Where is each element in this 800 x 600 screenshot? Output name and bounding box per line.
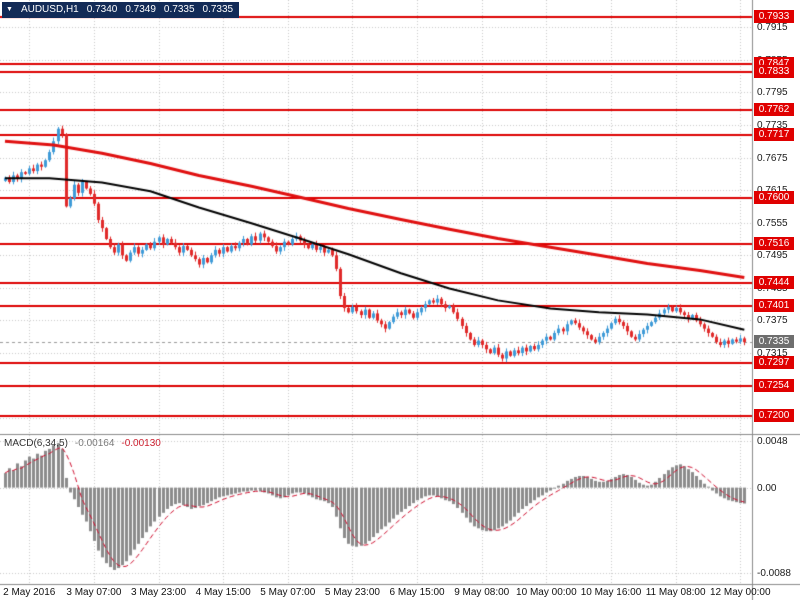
symbol-timeframe-label: AUDUSD,H1 xyxy=(20,4,79,15)
ohlc-close: 0.7335 xyxy=(202,4,234,15)
ohlc-open: 0.7340 xyxy=(86,4,118,15)
macd-name: MACD(6,34,5) xyxy=(4,438,68,449)
ohlc-low: 0.7335 xyxy=(163,4,195,15)
macd-signal-value: -0.00130 xyxy=(121,438,161,449)
chart-title-badge: ▼ AUDUSD,H1 0.7340 0.7349 0.7335 0.7335 xyxy=(2,2,240,18)
macd-main-value: -0.00164 xyxy=(74,438,115,449)
ohlc-high: 0.7349 xyxy=(125,4,156,15)
macd-indicator-label: MACD(6,34,5) -0.00164 -0.00130 xyxy=(4,438,161,450)
chevron-down-icon[interactable]: ▼ xyxy=(6,6,13,13)
